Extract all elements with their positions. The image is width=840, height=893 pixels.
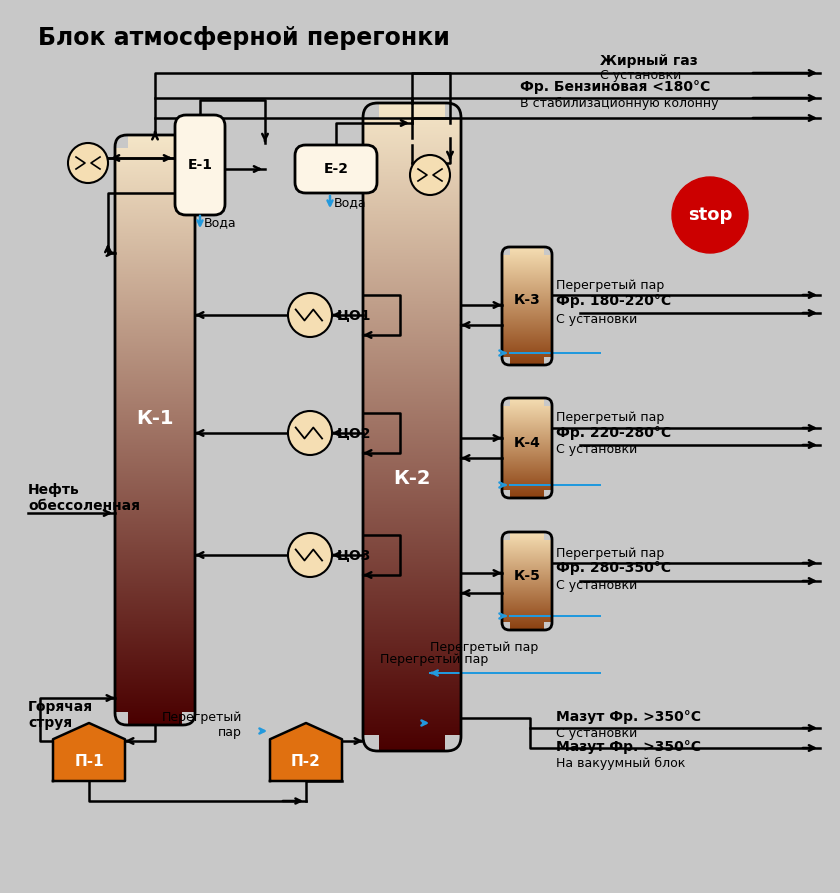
Text: Перегретый пар: Перегретый пар bbox=[556, 279, 664, 291]
Circle shape bbox=[410, 155, 450, 195]
Text: П-1: П-1 bbox=[74, 755, 104, 770]
Text: С установки: С установки bbox=[556, 444, 638, 456]
Bar bbox=[543, 532, 552, 540]
Bar bbox=[502, 247, 510, 255]
Text: С установки: С установки bbox=[600, 69, 681, 81]
Text: П-2: П-2 bbox=[291, 755, 321, 770]
Text: Вода: Вода bbox=[334, 196, 366, 210]
Text: Перегретый пар: Перегретый пар bbox=[556, 547, 664, 560]
Text: Перегретый пар: Перегретый пар bbox=[556, 412, 664, 424]
Circle shape bbox=[68, 143, 108, 183]
Bar bbox=[363, 103, 379, 119]
Text: Фр. Бензиновая <180°С: Фр. Бензиновая <180°С bbox=[520, 80, 711, 94]
Text: Мазут Фр. >350°С: Мазут Фр. >350°С bbox=[556, 710, 701, 724]
Text: Фр. 280-350°С: Фр. 280-350°С bbox=[556, 561, 671, 575]
Text: К-3: К-3 bbox=[513, 293, 540, 307]
Text: ЦО3: ЦО3 bbox=[337, 548, 371, 562]
Bar bbox=[181, 712, 195, 725]
FancyBboxPatch shape bbox=[295, 145, 377, 193]
Text: В стабилизационную колонну: В стабилизационную колонну bbox=[520, 96, 718, 110]
Text: Жирный газ: Жирный газ bbox=[600, 54, 698, 68]
Circle shape bbox=[672, 177, 748, 253]
Polygon shape bbox=[270, 723, 342, 781]
Bar bbox=[115, 135, 129, 148]
Text: Фр. 220-280°С: Фр. 220-280°С bbox=[556, 426, 671, 440]
Bar bbox=[502, 356, 510, 365]
Text: Перегретый
пар: Перегретый пар bbox=[161, 711, 242, 739]
Bar bbox=[445, 735, 461, 751]
Text: К-4: К-4 bbox=[513, 436, 540, 450]
Text: ЦО2: ЦО2 bbox=[337, 426, 371, 440]
Bar bbox=[543, 622, 552, 630]
Text: С установки: С установки bbox=[556, 727, 638, 739]
Text: stop: stop bbox=[688, 206, 732, 224]
Circle shape bbox=[288, 293, 332, 337]
Text: С установки: С установки bbox=[556, 580, 638, 592]
Bar bbox=[363, 735, 379, 751]
Text: Блок атмосферной перегонки: Блок атмосферной перегонки bbox=[38, 26, 450, 50]
Bar bbox=[115, 712, 129, 725]
Text: С установки: С установки bbox=[556, 313, 638, 327]
Bar bbox=[543, 356, 552, 365]
Text: Фр. 180-220°С: Фр. 180-220°С bbox=[556, 294, 671, 308]
Circle shape bbox=[288, 411, 332, 455]
Bar bbox=[502, 398, 510, 406]
Bar bbox=[445, 103, 461, 119]
Text: На вакуумный блок: На вакуумный блок bbox=[556, 756, 685, 770]
Text: Перегретый пар: Перегретый пар bbox=[380, 654, 488, 666]
Text: К-2: К-2 bbox=[393, 470, 431, 488]
Text: Горячая
струя: Горячая струя bbox=[28, 700, 93, 730]
Text: Вода: Вода bbox=[204, 216, 237, 230]
Text: ЦО1: ЦО1 bbox=[337, 308, 371, 322]
Circle shape bbox=[288, 533, 332, 577]
Bar bbox=[181, 135, 195, 148]
Bar bbox=[502, 489, 510, 498]
Text: Мазут Фр. >350°С: Мазут Фр. >350°С bbox=[556, 740, 701, 754]
Text: Перегретый пар: Перегретый пар bbox=[430, 641, 538, 655]
Text: К-5: К-5 bbox=[513, 569, 540, 583]
Bar bbox=[543, 489, 552, 498]
Text: К-1: К-1 bbox=[136, 409, 174, 428]
Bar bbox=[502, 532, 510, 540]
Text: Е-2: Е-2 bbox=[323, 162, 349, 176]
FancyBboxPatch shape bbox=[175, 115, 225, 215]
Bar bbox=[543, 247, 552, 255]
Text: Е-1: Е-1 bbox=[187, 158, 213, 172]
Bar bbox=[543, 398, 552, 406]
Text: Нефть
обессоленная: Нефть обессоленная bbox=[28, 483, 140, 513]
Polygon shape bbox=[53, 723, 125, 781]
Bar bbox=[502, 622, 510, 630]
